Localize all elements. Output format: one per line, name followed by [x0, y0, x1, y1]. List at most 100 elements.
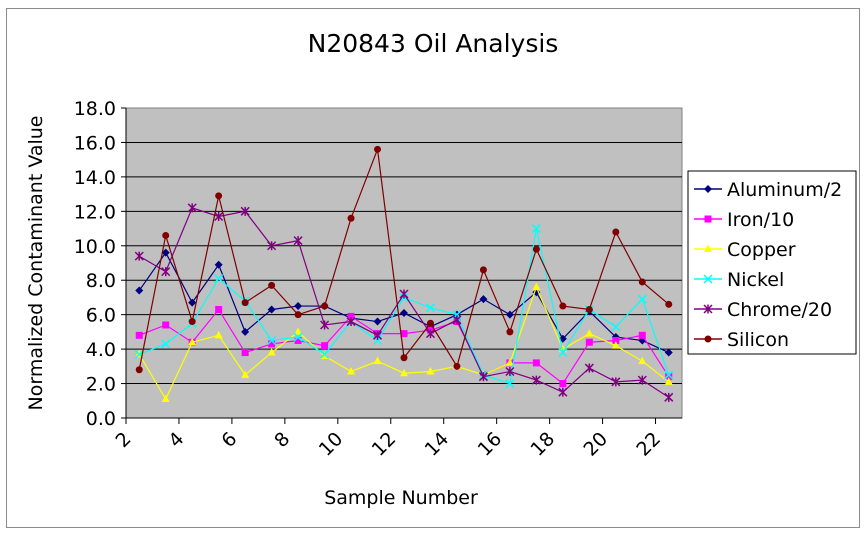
data-point — [425, 303, 436, 313]
legend-label: Aluminum/2 — [727, 179, 842, 201]
data-point — [187, 203, 197, 213]
data-point — [214, 330, 223, 339]
data-point — [532, 282, 541, 291]
data-point — [347, 312, 355, 320]
x-tick-label: 18 — [526, 428, 559, 461]
data-point — [215, 192, 223, 200]
x-tick-label: 2 — [111, 428, 135, 452]
legend-marker — [704, 244, 712, 252]
data-point — [479, 295, 488, 304]
legend-label: Chrome/20 — [727, 299, 832, 321]
data-point — [268, 340, 276, 348]
x-tick-label: 20 — [579, 428, 612, 461]
data-point — [135, 366, 143, 374]
data-point — [215, 306, 223, 313]
y-axis-label: Normalized Contaminant Value — [25, 116, 47, 411]
data-point — [400, 330, 408, 338]
data-point — [400, 368, 408, 377]
legend-label: Iron/10 — [727, 209, 794, 231]
legend-box — [687, 170, 857, 355]
data-point — [665, 300, 673, 308]
legend-marker — [703, 304, 713, 314]
chart-title: N20843 Oil Analysis — [308, 29, 559, 58]
data-point — [134, 251, 144, 261]
data-point — [506, 328, 514, 336]
data-point — [293, 332, 303, 342]
data-point — [267, 305, 276, 314]
data-point — [664, 370, 674, 380]
data-point — [664, 348, 673, 357]
data-point — [531, 224, 541, 234]
data-point — [188, 298, 197, 307]
data-point — [637, 294, 647, 304]
data-point — [425, 329, 436, 339]
data-point — [373, 356, 382, 365]
legend-marker — [704, 335, 712, 343]
data-point — [478, 372, 488, 382]
data-point — [188, 318, 196, 326]
data-point — [268, 281, 276, 289]
y-tick-label: 12.0 — [74, 201, 116, 223]
data-point — [347, 214, 355, 222]
series-layer — [134, 145, 674, 403]
data-point — [664, 377, 673, 385]
x-tick-label: 16 — [474, 428, 507, 461]
data-point — [637, 375, 647, 385]
legend-item: Iron/10 — [694, 209, 794, 231]
data-point — [372, 330, 383, 340]
data-point — [664, 392, 674, 402]
data-point — [214, 211, 224, 222]
data-point — [241, 370, 250, 378]
data-point — [241, 327, 250, 336]
y-tick-label: 16.0 — [74, 132, 116, 154]
data-point — [267, 241, 277, 251]
legend-marker — [704, 215, 712, 223]
data-point — [214, 273, 224, 284]
data-point — [638, 331, 646, 339]
data-point — [161, 267, 171, 277]
x-tick-label: 8 — [270, 428, 294, 452]
data-point — [612, 337, 620, 344]
data-point — [321, 302, 329, 310]
legend-item: Aluminum/2 — [694, 179, 842, 201]
data-point — [585, 329, 594, 337]
data-point — [479, 266, 487, 274]
data-point — [611, 341, 620, 349]
x-tick-label: 12 — [368, 428, 401, 461]
y-tick-label: 0.0 — [86, 408, 116, 430]
x-tick-label: 14 — [421, 428, 454, 461]
data-point — [532, 245, 540, 253]
data-point — [188, 337, 197, 346]
data-point — [505, 358, 514, 366]
data-point — [558, 387, 568, 397]
data-point — [294, 337, 302, 344]
data-point — [638, 356, 647, 365]
legend-item: Silicon — [694, 329, 789, 351]
data-point — [559, 302, 567, 310]
data-point — [320, 320, 330, 330]
series-chrome-20 — [134, 203, 674, 402]
data-point — [241, 349, 249, 357]
x-tick-label: 22 — [632, 428, 665, 461]
data-point — [161, 339, 171, 349]
data-point — [294, 311, 302, 319]
data-point — [426, 367, 435, 375]
y-tick-label: 8.0 — [86, 270, 116, 292]
data-point — [135, 286, 144, 295]
data-point — [532, 359, 540, 367]
data-point — [400, 308, 408, 317]
y-tick-label: 4.0 — [86, 339, 116, 361]
x-tick-label: 4 — [164, 428, 188, 452]
legend-item: Copper — [694, 239, 796, 261]
data-point — [135, 331, 143, 339]
data-point — [267, 335, 277, 346]
data-point — [161, 248, 170, 257]
data-point — [240, 206, 250, 216]
x-tick-label: 6 — [217, 428, 241, 452]
y-tick-label: 6.0 — [86, 305, 116, 327]
data-point — [293, 236, 303, 246]
x-axis-label: Sample Number — [324, 487, 478, 509]
data-point — [214, 260, 223, 269]
legend-marker — [703, 274, 713, 284]
